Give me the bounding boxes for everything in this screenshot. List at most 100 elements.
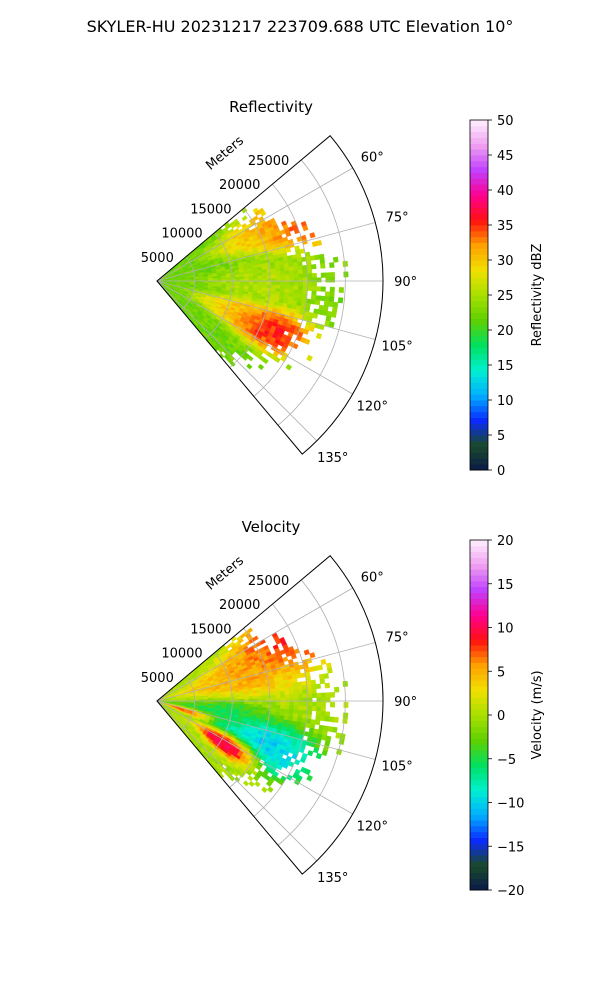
range-gate-cell — [266, 275, 272, 279]
colorbar-segment — [470, 610, 488, 617]
azimuth-tick-label: 90° — [394, 275, 417, 290]
range-gate-cell — [303, 649, 310, 656]
range-gate-cell — [216, 697, 223, 700]
colorbar-segment — [470, 820, 488, 827]
range-gate-cell — [275, 694, 281, 699]
range-gate-cell — [315, 683, 321, 689]
range-gate-cell — [324, 682, 331, 689]
range-gate-cell — [248, 701, 254, 705]
range-gate-cell — [303, 338, 311, 345]
range-gate-cell — [275, 274, 281, 279]
colorbar-segment — [470, 738, 488, 745]
range-gate-cell — [252, 270, 258, 274]
range-gate-cell — [257, 363, 265, 371]
range-gate-cell — [309, 232, 316, 239]
range-gate-cell — [234, 274, 241, 278]
range-gate-cell — [311, 281, 317, 287]
range-gate-cell — [297, 293, 303, 299]
colorbar-segment — [470, 452, 488, 459]
colorbar-segment — [470, 767, 488, 774]
range-gate-cell — [297, 713, 303, 719]
range-gate-cell — [246, 627, 254, 634]
range-gate-cell — [289, 281, 295, 287]
range-gate-cell — [312, 312, 319, 319]
range-gate-cell — [266, 695, 272, 699]
colorbar-tick-label: −15 — [497, 840, 524, 855]
colorbar-segment — [470, 744, 488, 751]
colorbar-segment — [470, 464, 488, 471]
range-gate-cell — [307, 281, 313, 287]
range-gate-cell — [279, 270, 286, 276]
range-gate-cell — [284, 270, 290, 275]
colorbar-segment — [470, 394, 488, 401]
range-gate-cell — [320, 706, 326, 712]
colorbar-tick-label: −5 — [497, 753, 516, 768]
range-gate-cell — [306, 688, 313, 694]
range-gate-cell — [307, 706, 313, 711]
range-gate-cell — [306, 268, 313, 274]
range-gate-cell — [241, 354, 248, 361]
colorbar-tick-label: 0 — [497, 464, 505, 479]
range-gate-cell — [279, 708, 286, 713]
range-gate-cell — [266, 701, 272, 706]
colorbar-segment — [470, 458, 488, 465]
range-gate-cell — [252, 273, 259, 277]
range-gate-cell — [288, 270, 295, 275]
colorbar-segment — [470, 575, 488, 582]
sector-outline — [156, 555, 384, 875]
range-gate-cell — [316, 706, 322, 712]
range-gate-cell — [325, 697, 331, 703]
colorbar-segment — [470, 680, 488, 687]
range-gate-cell — [302, 693, 308, 699]
range-gate-cell — [332, 256, 339, 263]
colorbar-segment — [470, 633, 488, 640]
colorbar-segment — [470, 715, 488, 722]
colorbar-segment — [470, 779, 488, 786]
azimuth-gridline — [156, 700, 353, 815]
colorbar-segment — [470, 318, 488, 325]
range-gate-cell — [261, 269, 267, 274]
range-gate-cell — [318, 253, 325, 260]
azimuth-tick-label: 105° — [381, 339, 412, 354]
range-gate-cell — [292, 682, 299, 687]
range-gate-cell — [316, 277, 322, 283]
range-gate-cell — [262, 701, 268, 706]
range-gate-cell — [316, 692, 322, 698]
range-gate-cell — [252, 635, 259, 642]
range-gate-cell — [324, 296, 330, 302]
colorbar-segment — [470, 166, 488, 173]
range-gate-cell — [302, 281, 308, 287]
range-gate-cell — [271, 274, 277, 279]
range-gate-cell — [325, 692, 331, 698]
range-gate-cell — [293, 273, 299, 279]
range-gate-cell — [289, 274, 295, 279]
range-gate-cell — [275, 267, 281, 273]
range-gate-cell — [289, 701, 295, 707]
range-gate-cell — [292, 262, 299, 267]
range-gate-cell — [266, 691, 272, 696]
range-gate-cell — [284, 686, 290, 692]
colorbar-segment — [470, 131, 488, 138]
range-gate-cell — [285, 363, 293, 371]
range-gate-cell — [297, 689, 304, 695]
range-gate-cell — [297, 681, 303, 687]
azimuth-gridline — [156, 587, 353, 702]
range-gate-cell — [285, 247, 292, 253]
range-gate-cell — [279, 687, 285, 692]
velocity-panel: 60° 75° 90° 105° 120° 135° 5000 10000 15000 20000… — [141, 518, 545, 899]
range-gate-cell — [239, 696, 245, 700]
range-gate-cell — [297, 685, 303, 691]
colorbar-segment — [470, 580, 488, 588]
colorbar-segment — [470, 726, 488, 733]
range-gate-cell — [307, 286, 313, 291]
range-gate-cell — [302, 225, 309, 232]
range-gate-cell — [270, 271, 277, 276]
range-gate-cell — [267, 786, 274, 793]
colorbar-segment — [470, 330, 488, 337]
range-gate-cell — [311, 684, 317, 690]
range-gate-cell — [332, 301, 339, 308]
range-gate-cell — [323, 673, 329, 679]
range-gate-cell — [275, 288, 281, 293]
colorbar-tick-label: 5 — [497, 429, 505, 444]
range-tick-label: 5000 — [141, 251, 174, 266]
